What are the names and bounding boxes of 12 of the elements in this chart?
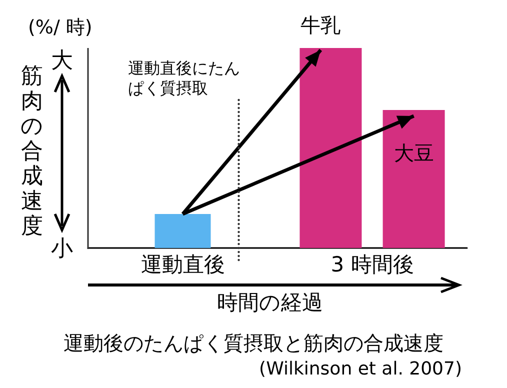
- annotation: 運動直後にたんぱく質摂取: [128, 58, 240, 98]
- x-axis-title: 時間の経過: [217, 290, 323, 314]
- text: (%/ 時): [28, 16, 92, 38]
- text: 大: [51, 48, 73, 74]
- series-label: 牛乳: [300, 13, 341, 37]
- series-label: 大豆: [394, 141, 434, 165]
- y-axis-title: 筋肉の合成速度: [20, 64, 44, 239]
- text: 運動後のたんぱく質摂取と筋肉の合成速度: [64, 331, 444, 355]
- x-tick-label: 3 時間後: [330, 252, 414, 276]
- text: 小: [51, 236, 73, 262]
- x-tick-label: 運動直後: [140, 252, 225, 276]
- text: (Wilkinson et al. 2007): [259, 358, 462, 380]
